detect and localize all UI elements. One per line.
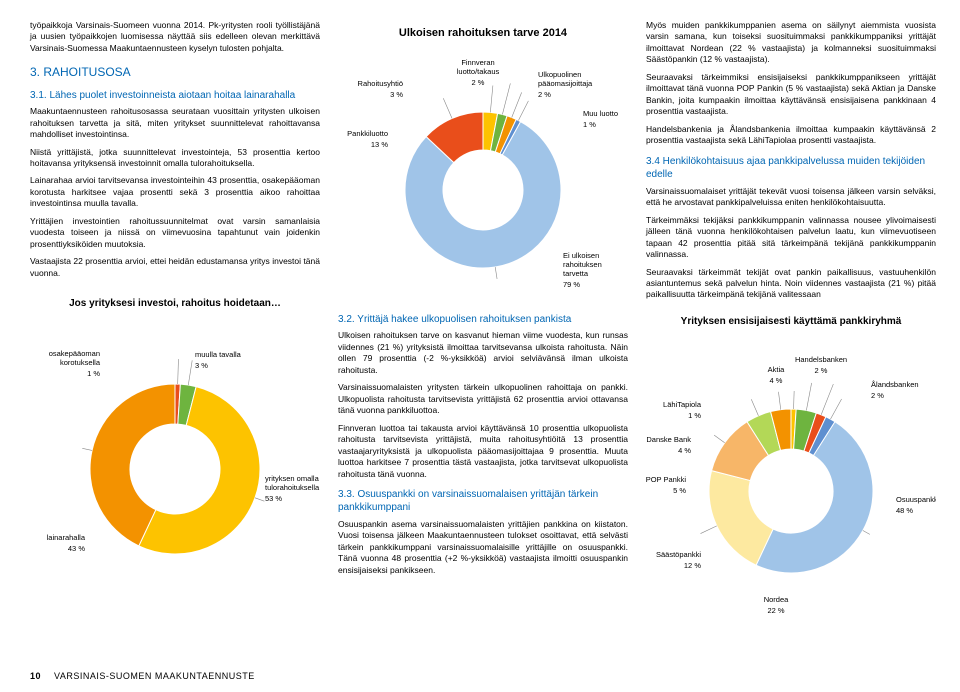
svg-text:Pankkiluotto: Pankkiluotto — [347, 129, 388, 138]
svg-text:Aktia: Aktia — [768, 365, 786, 374]
svg-text:muulla tavalla: muulla tavalla — [195, 350, 242, 359]
svg-text:tarvetta: tarvetta — [563, 269, 589, 278]
svg-text:Danske Bank: Danske Bank — [646, 435, 691, 444]
section-3-title: 3. RAHOITUSOSA — [30, 64, 320, 80]
p-3-4c: Seuraavaksi tärkeimmät tekijät ovat pank… — [646, 267, 936, 301]
p-3-2c: Finnveran luottoa tai takausta arvioi kä… — [338, 423, 628, 480]
svg-text:3 %: 3 % — [390, 90, 403, 99]
p-c3a: Myös muiden pankkikumppanien asema on sä… — [646, 20, 936, 66]
p-3-2b: Varsinaissuomalaisten yritysten tärkein … — [338, 382, 628, 416]
chart-1-title: Jos yrityksesi investoi, rahoitus hoidet… — [30, 297, 320, 311]
svg-text:luotto/takaus: luotto/takaus — [457, 67, 500, 76]
section-3-3-title: 3.3. Osuuspankki on varsinaissuomalaisen… — [338, 488, 628, 515]
svg-text:2 %: 2 % — [871, 391, 884, 400]
svg-text:12 %: 12 % — [684, 561, 701, 570]
svg-text:3 %: 3 % — [195, 361, 208, 370]
section-3-2-title: 3.2. Yrittäjä hakee ulkopuolisen rahoitu… — [338, 313, 628, 327]
section-3-4-title: 3.4 Henkilökohtaisuus ajaa pankkipalvelu… — [646, 155, 936, 182]
svg-text:22 %: 22 % — [767, 606, 784, 615]
chart-3: Yrityksen ensisijaisesti käyttämä pankki… — [646, 315, 936, 617]
chart-1-svg: osakepääomankorotuksella 1 % muulla tavall… — [30, 319, 320, 589]
svg-text:1 %: 1 % — [583, 120, 596, 129]
svg-text:79 %: 79 % — [563, 280, 580, 289]
chart-3-title: Yrityksen ensisijaisesti käyttämä pankki… — [646, 315, 936, 329]
footer-title: VARSINAIS-SUOMEN MAAKUNTAENNUSTE — [54, 671, 255, 681]
svg-text:rahoituksen: rahoituksen — [563, 260, 602, 269]
svg-text:Nordea: Nordea — [764, 595, 789, 604]
p-3-1b: Niistä yrittäjistä, jotka suunnittelevat… — [30, 147, 320, 170]
svg-text:Ålandsbanken: Ålandsbanken — [871, 380, 919, 389]
svg-text:Säästöpankki: Säästöpankki — [656, 550, 701, 559]
svg-text:43 %: 43 % — [68, 544, 85, 553]
column-2: Ulkoisen rahoituksen tarve 2014 Rahoitus… — [338, 20, 628, 616]
svg-text:13 %: 13 % — [371, 140, 388, 149]
p-3-2a: Ulkoisen rahoituksen tarve on kasvanut h… — [338, 330, 628, 376]
svg-text:tulorahoituksella: tulorahoituksella — [265, 483, 320, 492]
chart-2-svg: Rahoitusyhtiö 3 % Finnveranluotto/takaus 2 … — [338, 45, 628, 305]
svg-text:korotuksella: korotuksella — [60, 358, 101, 367]
svg-text:1 %: 1 % — [87, 369, 100, 378]
svg-text:5 %: 5 % — [673, 486, 686, 495]
column-1: työpaikkoja Varsinais-Suomeen vuonna 201… — [30, 20, 320, 616]
chart-2-title: Ulkoisen rahoituksen tarve 2014 — [338, 26, 628, 41]
svg-text:Finnveran: Finnveran — [461, 58, 494, 67]
svg-text:osakepääoman: osakepääoman — [49, 349, 100, 358]
section-3-1-title: 3.1. Lähes puolet investoinneista aiotaa… — [30, 89, 320, 103]
svg-text:Osuuspankki: Osuuspankki — [896, 495, 936, 504]
p-3-1e: Vastaajista 22 prosenttia arvioi, ettei … — [30, 256, 320, 279]
p-c3b: Seuraavaksi tärkeimmiksi ensisijaiseksi … — [646, 72, 936, 118]
svg-text:pääomasijoittaja: pääomasijoittaja — [538, 79, 593, 88]
svg-text:Ulkopuolinen: Ulkopuolinen — [538, 70, 581, 79]
p-c3c: Handelsbankenia ja Ålandsbankenia ilmoit… — [646, 124, 936, 147]
svg-text:Handelsbanken: Handelsbanken — [795, 355, 847, 364]
svg-text:4 %: 4 % — [770, 376, 783, 385]
svg-text:2 %: 2 % — [538, 90, 551, 99]
p-3-3a: Osuuspankin asema varsinaissuomalaisten … — [338, 519, 628, 576]
svg-text:lainarahalla: lainarahalla — [47, 533, 86, 542]
chart-2: Rahoitusyhtiö 3 % Finnveranluotto/takaus 2 … — [338, 45, 628, 305]
page-number: 10 — [30, 671, 41, 681]
p-3-4b: Tärkeimmäksi tekijäksi pankkikumppanin v… — [646, 215, 936, 261]
svg-text:4 %: 4 % — [678, 446, 691, 455]
p-3-4a: Varsinaissuomalaiset yrittäjät tekevät v… — [646, 186, 936, 209]
svg-text:POP Pankki: POP Pankki — [646, 475, 686, 484]
svg-text:Rahoitusyhtiö: Rahoitusyhtiö — [358, 79, 403, 88]
page-columns: työpaikkoja Varsinais-Suomeen vuonna 201… — [30, 20, 930, 616]
svg-text:2 %: 2 % — [815, 366, 828, 375]
svg-text:53 %: 53 % — [265, 494, 282, 503]
column-3: Myös muiden pankkikumppanien asema on sä… — [646, 20, 936, 616]
svg-text:LähiTapiola: LähiTapiola — [663, 400, 702, 409]
svg-text:2 %: 2 % — [472, 78, 485, 87]
svg-text:1 %: 1 % — [688, 411, 701, 420]
p-3-1d: Yrittäjien investointien rahoitussuunnit… — [30, 216, 320, 250]
svg-text:Ei ulkoisen: Ei ulkoisen — [563, 251, 599, 260]
svg-text:Muu luotto: Muu luotto — [583, 109, 618, 118]
intro-p: työpaikkoja Varsinais-Suomeen vuonna 201… — [30, 20, 320, 54]
svg-text:48 %: 48 % — [896, 506, 913, 515]
chart-3-svg: LähiTapiola 1 % Aktia 4 % Handelsbanken 2 % Ål… — [646, 336, 936, 616]
page-footer: 10 VARSINAIS-SUOMEN MAAKUNTAENNUSTE — [30, 670, 255, 682]
p-3-1a: Maakuntaennusteen rahoitusosassa seurata… — [30, 106, 320, 140]
svg-text:yrityksen omalla: yrityksen omalla — [265, 474, 320, 483]
chart-1: Jos yrityksesi investoi, rahoitus hoidet… — [30, 297, 320, 589]
p-3-1c: Lainarahaa arvioi tarvitsevansa investoi… — [30, 175, 320, 209]
